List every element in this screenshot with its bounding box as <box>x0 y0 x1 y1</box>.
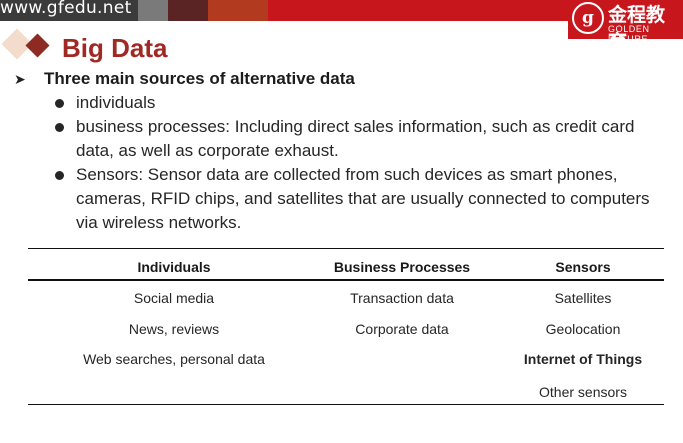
bullet-line: individuals <box>76 93 156 112</box>
table-header-individuals: Individuals <box>137 259 211 275</box>
table-cell: Corporate data <box>355 321 449 337</box>
table-cell: Social media <box>133 290 215 306</box>
banner-segment-dark <box>0 0 138 21</box>
table-cell: Transaction data <box>350 290 454 306</box>
banner-segment-maroon <box>168 0 208 21</box>
section-heading: Three main sources of alternative data <box>44 69 355 88</box>
table-cell: Web searches, personal data <box>83 351 265 367</box>
golden-future-logo-icon: g <box>572 2 604 34</box>
bullet-line: business processes: Including direct sal… <box>76 117 635 136</box>
table-header-rule <box>28 279 664 281</box>
bullet-line: Sensors: Sensor data are collected from … <box>76 165 618 184</box>
logo-chinese-name: 金程教育 <box>608 4 666 53</box>
table-cell: News, reviews <box>128 321 220 337</box>
table-header-sensors: Sensors <box>555 259 611 275</box>
bullet-text-individuals: individuals <box>76 91 676 115</box>
bullet-text-business: business processes: Including direct sal… <box>76 115 676 163</box>
table-cell: Internet of Things <box>523 351 643 367</box>
banner-segment-gray <box>138 0 168 21</box>
bullet-dot-icon <box>55 123 64 132</box>
table-header-business: Business Processes <box>333 259 471 275</box>
site-url[interactable]: www.gfedu.net <box>0 0 132 18</box>
logo-english-name: GOLDEN FUTURE <box>608 24 650 44</box>
bullet-line: data, as well as corporate exhaust. <box>76 141 339 160</box>
bullet-dot-icon <box>55 171 64 180</box>
banner-segment-rust <box>208 0 268 21</box>
table-cell: Satellites <box>554 290 612 306</box>
bullet-line: cameras, RFID chips, and satellites that… <box>76 189 650 208</box>
table-bottom-rule <box>28 404 664 405</box>
table-cell: Other sensors <box>539 384 627 400</box>
diamond-decoration-dark <box>25 33 50 58</box>
brand-logo: g 金程教育 GOLDEN FUTURE <box>568 0 683 53</box>
bullet-line: via wireless networks. <box>76 213 242 232</box>
table-cell: Geolocation <box>545 321 621 337</box>
slide-title: Big Data <box>62 33 168 63</box>
table-top-rule <box>28 248 664 249</box>
arrow-icon: ➤ <box>14 71 26 87</box>
bullet-dot-icon <box>55 99 64 108</box>
bullet-text-sensors: Sensors: Sensor data are collected from … <box>76 163 676 235</box>
top-banner: www.gfedu.net <box>0 0 683 21</box>
